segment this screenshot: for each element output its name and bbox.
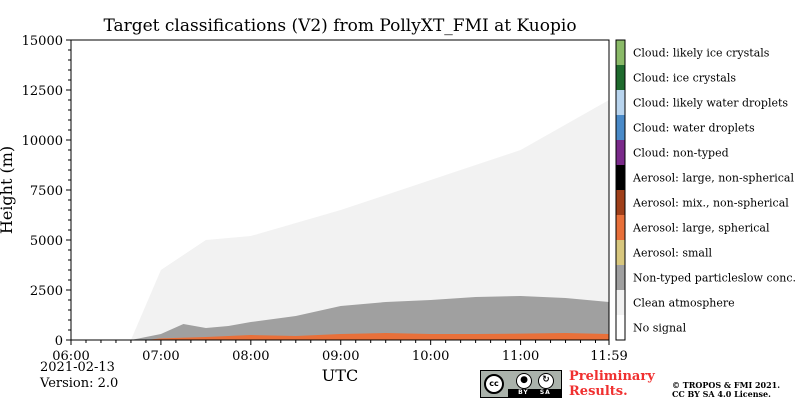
colorbar-swatch (616, 115, 625, 140)
attribution-icon: ● (516, 373, 532, 389)
spherical-aerosol-layer (71, 333, 609, 340)
colorbar-label: Cloud: non-typed (633, 147, 729, 160)
preliminary-notice: Preliminary Results. (569, 369, 655, 399)
y-axis-label: Height (m) (0, 146, 16, 234)
y-tick-label: 10000 (22, 134, 63, 149)
colorbar-swatch (616, 215, 625, 240)
colorbar-label: Aerosol: large, non-spherical (632, 172, 794, 185)
chart-title: Target classifications (V2) from PollyXT… (103, 16, 577, 36)
y-axis: 0 2500 5000 7500 10000 12500 15000 (22, 34, 71, 349)
colorbar-frame (615, 39, 626, 341)
colorbar-label: Cloud: likely ice crystals (633, 47, 770, 60)
license-by-text: BY (518, 389, 529, 396)
colorbar-swatch (616, 140, 625, 165)
colorbar-swatch (616, 315, 625, 340)
colorbar-swatch (616, 65, 625, 90)
x-axis: 06:00 07:00 08:00 09:00 10:00 11:00 11:59 (52, 340, 628, 364)
copyright-line-2: CC BY SA 4.0 License. (672, 389, 771, 399)
preliminary-line-1: Preliminary (569, 369, 655, 384)
x-tick-label: 11:00 (502, 349, 539, 364)
x-tick-label: 09:00 (322, 349, 359, 364)
colorbar-swatch (616, 40, 625, 65)
classification-layers (71, 100, 609, 340)
colorbar-swatch (616, 290, 625, 315)
colorbar-label: Cloud: likely water droplets (633, 97, 788, 110)
x-tick-label: 06:00 (52, 349, 89, 364)
license-strip: BY SA (508, 389, 561, 397)
colorbar-label: Non-typed particleslow conc. (633, 272, 796, 285)
colorbar-label: Cloud: ice crystals (633, 72, 736, 85)
y-tick-label: 15000 (22, 34, 63, 49)
colorbar-swatch (616, 190, 625, 215)
y-tick-label: 12500 (22, 84, 63, 99)
x-tick-label: 10:00 (412, 349, 449, 364)
colorbar-swatch (616, 240, 625, 265)
x-tick-label: 11:59 (590, 349, 627, 364)
cc-license-badge: cc ● ↻ BY SA (480, 370, 562, 398)
version-label: Version: 2.0 (40, 376, 119, 391)
colorbar-label: Aerosol: small (632, 247, 712, 260)
cc-icon: cc (484, 374, 504, 394)
preliminary-line-2: Results. (569, 384, 628, 399)
colorbar-label: Cloud: water droplets (633, 122, 755, 135)
non-typed-particle-layer (71, 296, 609, 340)
measurement-date: 2021-02-13 (40, 360, 115, 375)
colorbar-swatch (616, 90, 625, 115)
y-tick-label: 5000 (30, 234, 63, 249)
colorbar-label: Aerosol: mix., non-spherical (632, 197, 789, 210)
colorbar-label: Clean atmosphere (633, 297, 735, 310)
colorbar-label: No signal (633, 322, 687, 335)
y-tick-label: 7500 (30, 184, 63, 199)
colorbar-swatch (616, 165, 625, 190)
colorbar-swatch (616, 265, 625, 290)
copyright-notice: © TROPOS & FMI 2021. CC BY SA 4.0 Licens… (672, 381, 780, 399)
x-axis-label: UTC (322, 366, 358, 385)
clean-atmosphere-layer (71, 100, 609, 340)
y-tick-label: 0 (55, 334, 63, 349)
x-tick-label: 07:00 (142, 349, 179, 364)
x-tick-label: 08:00 (232, 349, 269, 364)
colorbar: No signal Clean atmosphere Non-typed parti… (615, 39, 796, 341)
share-alike-icon: ↻ (538, 373, 554, 389)
colorbar-label: Aerosol: large, spherical (632, 222, 770, 235)
license-sa-text: SA (539, 389, 551, 396)
copyright-line-1: © TROPOS & FMI 2021. (672, 380, 781, 390)
y-tick-label: 2500 (30, 284, 63, 299)
